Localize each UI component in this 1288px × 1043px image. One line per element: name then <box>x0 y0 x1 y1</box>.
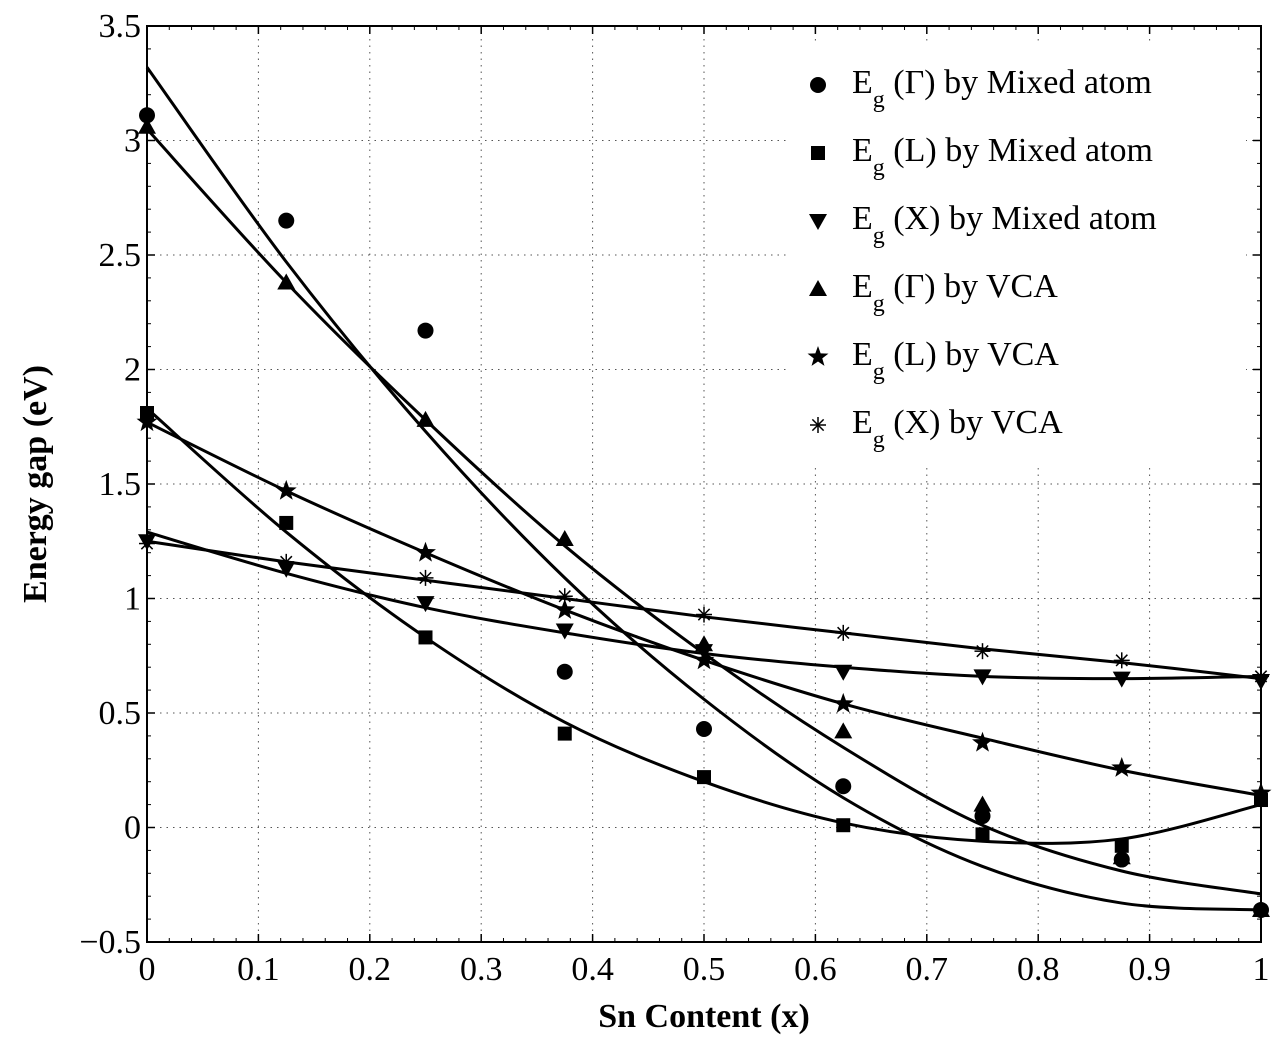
x-axis-label: Sn Content (x) <box>598 998 810 1035</box>
star-marker <box>693 649 715 670</box>
asterisk-marker <box>1113 652 1130 669</box>
circle-marker <box>556 663 573 680</box>
asterisk-stroke <box>976 644 989 658</box>
square-marker <box>836 818 851 833</box>
y-tick-label: 1 <box>124 581 141 618</box>
triangle-down-marker <box>416 596 435 613</box>
y-tick-label: 2.5 <box>99 237 142 274</box>
circle-marker <box>417 322 434 339</box>
square-marker <box>418 630 433 645</box>
y-tick-label: 3 <box>124 123 141 160</box>
asterisk-stroke <box>280 555 293 569</box>
square-marker <box>1114 838 1129 853</box>
x-tick-label: 0.2 <box>349 951 392 988</box>
y-tick-label: 1.5 <box>99 466 142 503</box>
legend-entry: Eg (X) by VCA <box>852 404 1063 453</box>
x-tick-label: 0.7 <box>906 951 949 988</box>
star-marker <box>415 541 436 562</box>
asterisk-stroke <box>1115 654 1128 667</box>
star-marker <box>554 598 576 619</box>
triangle-up-marker <box>277 273 296 290</box>
triangle-down-marker <box>809 214 827 230</box>
y-tick-label: 0.5 <box>99 695 142 732</box>
circle-marker <box>810 77 826 93</box>
asterisk-stroke <box>697 608 711 621</box>
star-marker <box>275 479 297 500</box>
circle-marker <box>835 778 852 795</box>
triangle-up-marker <box>695 635 713 652</box>
y-tick-label: 3.5 <box>99 8 142 45</box>
square-marker <box>975 827 990 842</box>
asterisk-stroke <box>419 571 432 585</box>
legend: Eg (Γ) by Mixed atom Eg (L) by Mixed atom… <box>786 44 1246 464</box>
x-tick-label: 0.8 <box>1017 951 1060 988</box>
star-marker <box>1111 756 1133 777</box>
x-tick-label: 0.1 <box>237 951 280 988</box>
triangle-up-marker <box>834 722 853 739</box>
legend-entry: Eg (X) by Mixed atom <box>852 200 1157 249</box>
triangle-up-marker <box>416 410 435 427</box>
circle-marker <box>696 721 712 738</box>
asterisk-stroke <box>558 590 571 603</box>
fit-curve <box>145 128 1262 896</box>
fit-curve <box>146 407 1262 845</box>
triangle-down-marker <box>834 664 853 681</box>
star-marker <box>972 731 993 752</box>
x-tick-label: 0.4 <box>571 951 614 988</box>
legend-entry: Eg (Γ) by Mixed atom <box>852 64 1152 113</box>
square-marker <box>811 146 825 160</box>
square-marker <box>697 770 711 785</box>
asterisk-marker <box>696 606 712 623</box>
circle-marker <box>974 808 991 825</box>
asterisk-stroke <box>811 418 825 432</box>
square-marker <box>557 726 572 741</box>
circle-marker <box>278 212 295 229</box>
legend-entry: Eg (L) by VCA <box>852 336 1059 385</box>
triangle-down-marker <box>973 669 992 686</box>
asterisk-marker <box>974 643 991 660</box>
fit-curve <box>145 66 1262 912</box>
y-tick-label: −0.5 <box>79 924 141 961</box>
legend-background <box>786 44 1246 464</box>
asterisk-marker <box>810 417 826 433</box>
x-tick-label: 0.9 <box>1128 951 1171 988</box>
y-tick-label: 2 <box>124 352 141 389</box>
triangle-up-marker <box>809 280 827 296</box>
triangle-up-marker <box>1112 848 1131 865</box>
triangle-down-marker <box>555 623 574 640</box>
y-tick-label: 0 <box>124 810 141 847</box>
square-marker <box>279 515 294 530</box>
star-marker <box>832 692 854 713</box>
triangle-down-marker <box>1112 671 1131 688</box>
asterisk-marker <box>835 624 852 641</box>
asterisk-marker <box>556 588 573 605</box>
axis-ticks: 0 0.1 0.2 0.3 0.4 0.5 0.6 0.7 0.8 0.9 1−0.500.511.… <box>79 8 1269 988</box>
star-marker <box>807 346 829 366</box>
asterisk-marker <box>417 569 434 586</box>
y-axis-label: Energy gap (eV) <box>17 365 54 603</box>
legend-entry: Eg (L) by Mixed atom <box>852 132 1153 181</box>
asterisk-stroke <box>837 626 850 640</box>
x-tick-label: 0.3 <box>460 951 503 988</box>
asterisk-marker <box>278 553 295 570</box>
triangle-up-marker <box>973 795 992 812</box>
legend-entry: Eg (Γ) by VCA <box>852 268 1058 317</box>
triangle-up-marker <box>555 529 574 546</box>
x-tick-label: 1 <box>1253 951 1270 988</box>
x-tick-label: 0.5 <box>683 951 726 988</box>
x-tick-label: 0 <box>139 951 156 988</box>
x-tick-label: 0.6 <box>794 951 837 988</box>
data-markers <box>136 107 1272 918</box>
